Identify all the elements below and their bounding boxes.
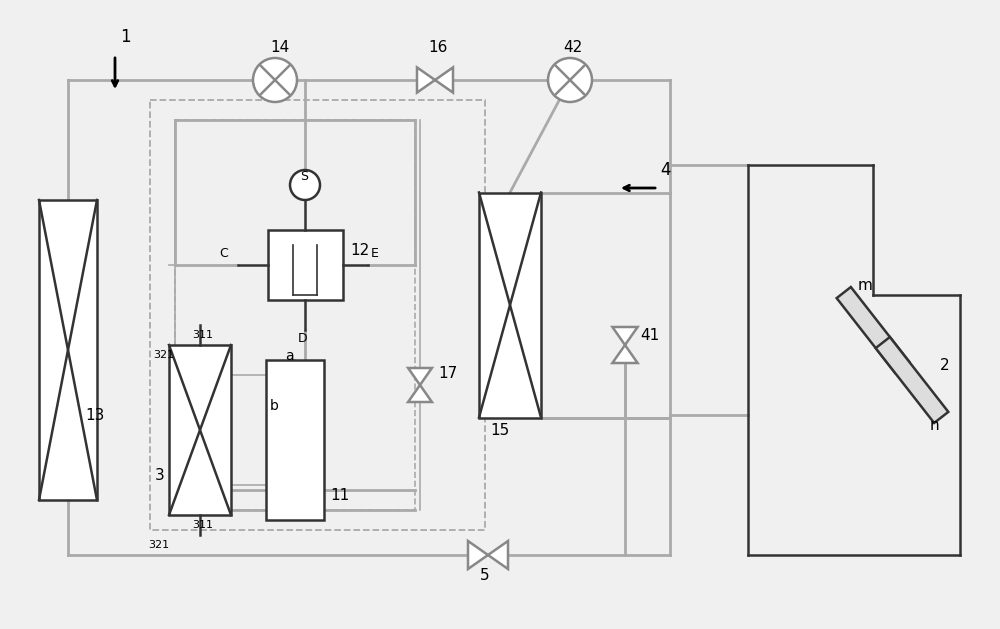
Text: a: a [285, 349, 294, 363]
Polygon shape [612, 327, 638, 345]
Bar [268, 230, 342, 300]
Text: n: n [930, 418, 940, 433]
Text: C: C [220, 247, 228, 260]
Polygon shape [417, 67, 435, 92]
Polygon shape [468, 541, 488, 569]
Circle shape [290, 170, 320, 200]
Text: 2: 2 [940, 358, 950, 373]
Text: 321: 321 [148, 540, 169, 550]
Polygon shape [435, 67, 453, 92]
Polygon shape [488, 541, 508, 569]
Text: 42: 42 [563, 40, 582, 55]
Text: E: E [370, 247, 378, 260]
Bar [39, 200, 97, 500]
Text: 11: 11 [330, 488, 349, 503]
Text: D: D [298, 332, 308, 345]
Text: m: m [858, 278, 873, 293]
Bar [479, 192, 541, 418]
Circle shape [548, 58, 592, 102]
Text: 3: 3 [155, 468, 165, 483]
Polygon shape [876, 337, 948, 423]
Text: 17: 17 [438, 366, 457, 381]
Polygon shape [837, 287, 909, 373]
Text: 13: 13 [85, 408, 104, 423]
Bar [266, 360, 324, 520]
Text: S: S [300, 170, 308, 183]
Text: 14: 14 [270, 40, 289, 55]
Text: 321: 321 [153, 350, 174, 360]
Bar [169, 345, 231, 515]
Text: 1: 1 [120, 28, 131, 46]
Polygon shape [408, 368, 432, 385]
Text: 12: 12 [350, 243, 369, 258]
Text: 311: 311 [192, 330, 213, 340]
Text: 41: 41 [640, 328, 659, 343]
Text: b: b [270, 399, 279, 413]
Bar [175, 120, 415, 510]
Text: 5: 5 [480, 568, 490, 583]
Text: 15: 15 [490, 423, 509, 438]
Text: 16: 16 [428, 40, 447, 55]
Bar [150, 100, 485, 530]
Text: 4: 4 [660, 161, 670, 179]
Circle shape [253, 58, 297, 102]
Polygon shape [612, 345, 638, 363]
Text: 311: 311 [192, 520, 213, 530]
Polygon shape [408, 385, 432, 402]
